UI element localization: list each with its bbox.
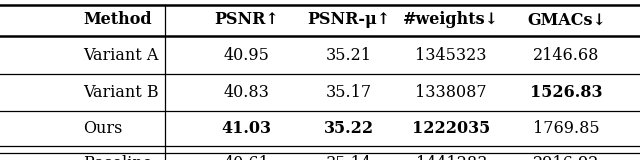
Text: Variant B: Variant B — [83, 84, 159, 101]
Text: 1222035: 1222035 — [412, 120, 490, 137]
Text: 35.17: 35.17 — [326, 84, 372, 101]
Text: Method: Method — [83, 12, 152, 28]
Text: 1526.83: 1526.83 — [530, 84, 603, 101]
Text: 35.14: 35.14 — [326, 156, 372, 160]
Text: PSNR↑: PSNR↑ — [214, 12, 279, 28]
Text: PSNR-μ↑: PSNR-μ↑ — [307, 12, 390, 28]
Text: Variant A: Variant A — [83, 47, 159, 64]
Text: 40.95: 40.95 — [223, 47, 269, 64]
Text: 40.83: 40.83 — [223, 84, 269, 101]
Text: 1441283: 1441283 — [415, 156, 487, 160]
Text: Baseline: Baseline — [83, 156, 152, 160]
Text: 40.61: 40.61 — [223, 156, 269, 160]
Text: 35.21: 35.21 — [326, 47, 372, 64]
Text: GMACs↓: GMACs↓ — [527, 12, 606, 28]
Text: 1338087: 1338087 — [415, 84, 487, 101]
Text: 2146.68: 2146.68 — [533, 47, 600, 64]
Text: 41.03: 41.03 — [221, 120, 271, 137]
Text: 1345323: 1345323 — [415, 47, 487, 64]
Text: 1769.85: 1769.85 — [533, 120, 600, 137]
Text: #weights↓: #weights↓ — [403, 12, 499, 28]
Text: 35.22: 35.22 — [324, 120, 374, 137]
Text: 2916.92: 2916.92 — [533, 156, 600, 160]
Text: Ours: Ours — [83, 120, 123, 137]
